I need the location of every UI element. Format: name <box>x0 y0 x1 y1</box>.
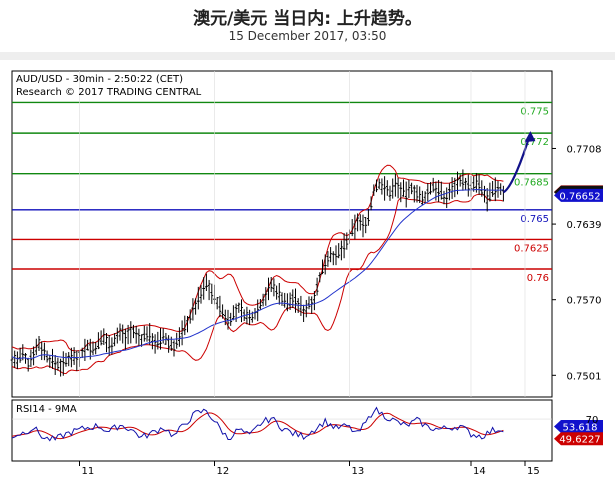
price-box-2 <box>554 188 603 202</box>
level-label-2: 0.7685 <box>514 178 549 189</box>
price-tick-label-1: 0.7639 <box>567 220 602 231</box>
header: 澳元/美元 当日内: 上升趋势。 15 December 2017, 03:50 <box>0 0 615 52</box>
x-tick-label-1: 12 <box>217 466 230 477</box>
rsi-box-1 <box>554 432 603 446</box>
price-tick-label-2: 0.7570 <box>567 296 602 307</box>
level-label-1: 0.772 <box>520 137 549 148</box>
main-panel <box>11 70 553 398</box>
price-tick-label-3: 0.7501 <box>567 371 602 382</box>
x-tick-label-4: 15 <box>527 466 540 477</box>
page-subtitle: 15 December 2017, 03:50 <box>228 29 387 43</box>
info-line-2: Research © 2017 TRADING CENTRAL <box>16 87 202 98</box>
x-tick-label-2: 13 <box>352 466 365 477</box>
price-box-label-2: 0.76652 <box>559 191 600 202</box>
rsi-box-label-1: 49.6227 <box>559 435 600 446</box>
bollinger-lower <box>11 193 504 375</box>
page-title: 澳元/美元 当日内: 上升趋势。 <box>193 9 422 29</box>
separator-band <box>0 52 615 60</box>
level-label-4: 0.7625 <box>514 243 549 254</box>
price-tick-label-0: 0.7708 <box>567 144 602 155</box>
rsi-label: RSI14 - 9MA <box>16 404 77 415</box>
projection-arrowhead <box>524 131 536 143</box>
level-label-3: 0.765 <box>520 214 549 225</box>
rsi-line <box>11 406 504 442</box>
x-tick-label-3: 14 <box>473 466 486 477</box>
rsi-box-0 <box>554 419 603 433</box>
rsi-box-label-0: 53.618 <box>563 422 598 433</box>
moving-average-line <box>11 188 504 360</box>
level-label-5: 0.76 <box>527 273 549 284</box>
rsi-axis-label: 70 <box>586 415 599 426</box>
x-tick-label-0: 11 <box>82 466 95 477</box>
level-label-0: 0.775 <box>520 106 549 117</box>
info-line-1: AUD/USD - 30min - 2:50:22 (CET) <box>16 74 183 85</box>
